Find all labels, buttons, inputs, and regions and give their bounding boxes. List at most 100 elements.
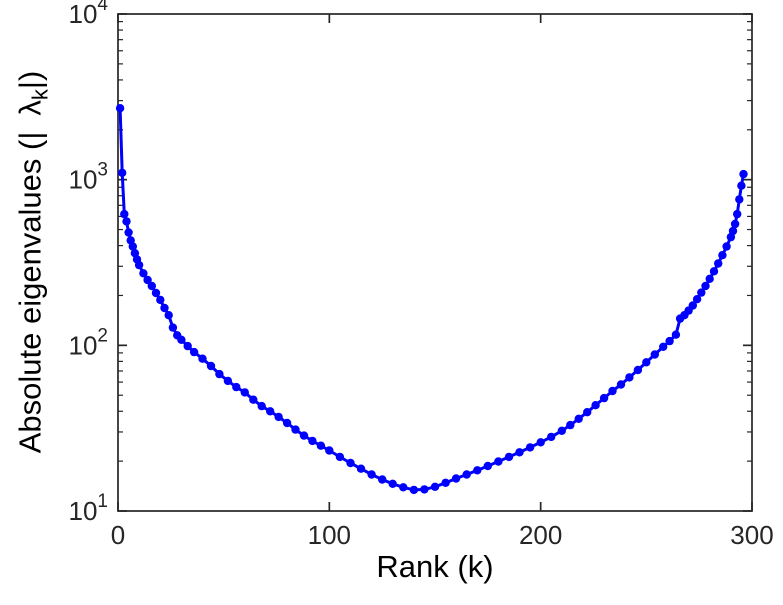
x-tick-label: 200 (519, 520, 562, 550)
data-marker (441, 478, 450, 487)
data-marker (642, 358, 651, 367)
y-axis-label-prefix: Absolute eigenvalues (| (12, 131, 48, 454)
data-marker (737, 181, 746, 190)
x-axis-label: Rank (k) (376, 549, 494, 584)
y-tick-label: 101 (69, 491, 109, 526)
y-tick-label: 102 (69, 325, 109, 360)
x-tick-label: 0 (111, 520, 125, 550)
data-marker (122, 217, 131, 226)
data-marker (665, 336, 674, 346)
data-marker (249, 395, 258, 404)
lambda-symbol: λ (12, 100, 48, 116)
data-marker (451, 474, 461, 483)
data-marker (183, 341, 192, 351)
data-marker (671, 330, 681, 339)
data-marker (473, 466, 482, 475)
data-marker (566, 420, 575, 430)
data-marker (633, 365, 643, 375)
data-marker (223, 376, 233, 386)
data-marker (367, 470, 376, 479)
data-marker (215, 369, 224, 379)
data-marker (198, 354, 207, 363)
data-marker (625, 373, 634, 382)
data-marker (591, 401, 600, 410)
data-marker (739, 169, 748, 179)
data-marker (266, 407, 275, 416)
data-marker (735, 195, 744, 204)
data-marker (420, 485, 429, 494)
data-marker (164, 311, 173, 320)
data-marker (118, 168, 127, 177)
data-marker (156, 295, 165, 305)
data-marker (728, 226, 738, 236)
data-marker (733, 209, 742, 219)
data-marker (504, 452, 514, 462)
data-marker (240, 388, 249, 397)
data-marker (536, 438, 545, 447)
data-marker (574, 414, 583, 423)
data-marker (430, 482, 440, 491)
x-tick-label: 300 (730, 520, 773, 550)
axes-box (117, 13, 753, 512)
data-marker (316, 441, 326, 450)
data-marker (730, 219, 740, 229)
data-marker (599, 393, 609, 403)
lambda-subscript: k (27, 89, 53, 101)
data-marker (608, 386, 617, 396)
data-marker (483, 461, 492, 471)
data-marker (399, 483, 408, 492)
data-marker (124, 228, 133, 237)
y-tick-label: 104 (69, 0, 109, 29)
data-marker (282, 418, 292, 428)
data-marker (409, 485, 419, 495)
y-axis-label-suffix: |) (12, 70, 48, 90)
eigenvalue-line (118, 106, 745, 492)
data-marker (177, 335, 186, 344)
data-marker (525, 443, 535, 452)
data-marker (147, 281, 156, 291)
data-marker (189, 347, 199, 357)
data-marker (705, 274, 714, 283)
y-axis-label: Absolute eigenvalues (| λk|) (12, 71, 53, 454)
data-marker (128, 242, 137, 251)
data-marker (515, 448, 524, 457)
data-marker (335, 452, 345, 462)
data-marker (151, 288, 161, 298)
data-marker (299, 431, 309, 440)
data-marker (291, 425, 300, 434)
data-marker (206, 361, 216, 371)
data-marker (115, 104, 125, 113)
data-marker (325, 446, 334, 455)
data-marker (692, 295, 702, 304)
data-marker (160, 303, 169, 313)
x-tick-label: 100 (308, 520, 351, 550)
data-marker (718, 251, 727, 260)
data-marker (494, 457, 503, 466)
data-marker (583, 408, 592, 417)
data-marker (547, 432, 556, 442)
data-marker (462, 470, 471, 479)
data-marker (143, 275, 152, 285)
y-tick-label: 103 (69, 160, 109, 195)
data-marker (308, 436, 317, 446)
data-marker (650, 350, 659, 359)
data-marker (257, 401, 266, 411)
data-marker (701, 281, 710, 291)
data-marker (356, 464, 366, 473)
data-marker (274, 412, 283, 422)
data-marker (168, 323, 178, 332)
data-marker (659, 342, 668, 351)
data-marker (134, 260, 144, 270)
data-marker (557, 426, 566, 435)
data-marker (616, 380, 626, 389)
data-marker (722, 242, 731, 251)
data-marker (688, 301, 697, 310)
data-marker (388, 479, 397, 488)
data-marker (714, 259, 723, 268)
data-marker (709, 267, 719, 276)
data-marker (378, 475, 387, 484)
data-marker (120, 209, 129, 219)
data-marker (139, 269, 148, 278)
